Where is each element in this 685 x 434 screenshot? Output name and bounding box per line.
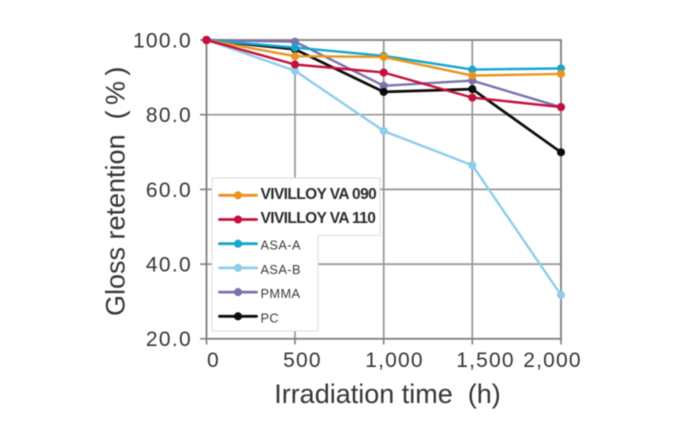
svg-text:80.0: 80.0 <box>146 104 192 127</box>
svg-text:0: 0 <box>207 349 220 372</box>
svg-text:500: 500 <box>283 349 322 372</box>
svg-text:PC: PC <box>261 310 280 325</box>
svg-text:VIVILLOY VA 090: VIVILLOY VA 090 <box>261 186 377 203</box>
svg-text:40.0: 40.0 <box>146 254 192 277</box>
svg-text:60.0: 60.0 <box>146 179 192 202</box>
svg-text:1,000: 1,000 <box>365 349 424 372</box>
svg-text:ASA-A: ASA-A <box>261 238 301 253</box>
svg-text:PMMA: PMMA <box>261 286 301 301</box>
svg-text:VIVILLOY VA 110: VIVILLOY VA 110 <box>261 210 376 227</box>
svg-text:Irradiation time (h): Irradiation time (h) <box>274 379 501 409</box>
svg-text:2,000: 2,000 <box>523 349 582 372</box>
svg-text:1,500: 1,500 <box>456 349 515 372</box>
svg-text:ASA-B: ASA-B <box>261 262 301 277</box>
svg-text:100.0: 100.0 <box>133 29 192 52</box>
svg-text:Gloss retention ( % ): Gloss retention ( % ) <box>101 67 131 316</box>
svg-text:20.0: 20.0 <box>146 328 192 351</box>
